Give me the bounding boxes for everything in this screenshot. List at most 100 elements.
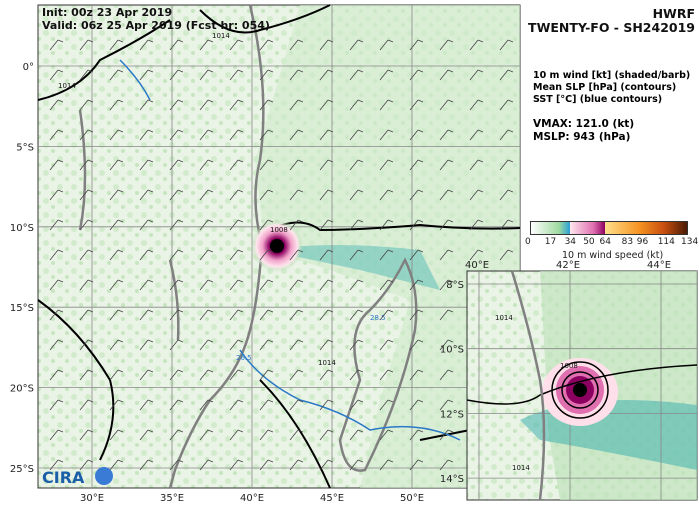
wind-barb: [49, 339, 64, 351]
wind-barb: [139, 429, 154, 441]
lon-label: 35°E: [160, 493, 184, 504]
wind-barb: [409, 219, 424, 231]
wind-barb: [319, 279, 334, 291]
lat-label: 10°S: [10, 223, 34, 234]
wind-barb: [79, 429, 94, 441]
init-time: Init: 00z 23 Apr 2019: [42, 6, 173, 19]
wind-barb: [49, 309, 64, 321]
wind-barb: [169, 69, 184, 81]
wind-barb: [109, 69, 124, 81]
legend-fields: 10 m wind [kt] (shaded/barb) Mean SLP [h…: [533, 70, 690, 106]
lat-label: 20°S: [10, 384, 34, 395]
inset-lat-label: 14°S: [440, 474, 464, 485]
wind-barb: [49, 459, 64, 471]
contour-label: 1014: [512, 464, 530, 472]
wind-barb: [109, 459, 124, 471]
wind-barb: [319, 129, 334, 141]
wind-barb: [79, 39, 94, 51]
wind-barb: [349, 429, 364, 441]
lat-label: 0°: [23, 62, 34, 73]
wind-barb: [409, 399, 424, 411]
wind-barb: [319, 249, 334, 261]
wind-barb: [469, 189, 484, 201]
inset-coastline: [510, 270, 546, 501]
wind-barb: [79, 159, 94, 171]
legend-slp: Mean SLP [hPa] (contours): [533, 82, 677, 93]
wind-barb: [199, 129, 214, 141]
wind-barb: [259, 219, 274, 231]
wind-barb: [349, 99, 364, 111]
wind-barb: [229, 219, 244, 231]
inset-lon-label: 44°E: [647, 260, 671, 271]
wind-barb: [379, 129, 394, 141]
wind-barb: [49, 219, 64, 231]
wind-barb: [139, 279, 154, 291]
wind-barb: [139, 369, 154, 381]
wind-barb: [409, 309, 424, 321]
wind-barb: [49, 129, 64, 141]
storm-name: TWENTY-FO - SH242019: [528, 20, 695, 35]
wind-barb: [439, 39, 454, 51]
wind-barb: [109, 399, 124, 411]
contour-label: 1008: [270, 226, 288, 234]
wind-barb: [199, 399, 214, 411]
wind-barbs: [49, 39, 514, 471]
wind-barb: [349, 339, 364, 351]
wind-barb: [169, 159, 184, 171]
contour-label: 1008: [560, 362, 578, 370]
wind-barb: [499, 69, 514, 81]
wind-barb: [229, 399, 244, 411]
wind-barb: [109, 309, 124, 321]
wind-barb: [259, 399, 274, 411]
lat-label: 25°S: [10, 464, 34, 475]
wind-barb: [49, 99, 64, 111]
colorbar-tick: 64: [599, 237, 611, 247]
wind-barb: [289, 129, 304, 141]
wind-barb: [409, 279, 424, 291]
wind-barb: [439, 429, 454, 441]
cira-logo: CIRA: [42, 467, 113, 487]
wind-barb: [259, 99, 274, 111]
wind-barb: [289, 69, 304, 81]
wind-barb: [49, 279, 64, 291]
sst-label: 28.5: [370, 314, 386, 322]
wind-barb: [139, 219, 154, 231]
inset-lat-label: 8°S: [446, 280, 464, 291]
wind-barb: [79, 99, 94, 111]
wind-barb: [439, 219, 454, 231]
wind-barb: [109, 369, 124, 381]
wind-barb: [199, 369, 214, 381]
legend-wind: 10 m wind [kt] (shaded/barb): [533, 70, 691, 81]
wind-barb: [199, 39, 214, 51]
wind-barb: [79, 309, 94, 321]
wind-barb: [289, 279, 304, 291]
colorbar-tick: 0: [525, 237, 531, 247]
wind-barb: [79, 129, 94, 141]
wind-barb: [229, 339, 244, 351]
wind-barb: [49, 69, 64, 81]
svg-text:CIRA: CIRA: [42, 468, 85, 487]
wind-barb: [139, 129, 154, 141]
lat-label: 5°S: [16, 142, 34, 153]
colorbar-label: 10 m wind speed (kt): [562, 250, 664, 261]
wind-barb: [349, 399, 364, 411]
wind-barb: [439, 399, 454, 411]
wind-barb: [259, 39, 274, 51]
colorbar-tick: 96: [636, 237, 649, 247]
wind-barb: [199, 279, 214, 291]
wind-barb: [469, 249, 484, 261]
wind-barb: [319, 429, 334, 441]
wind-barb: [439, 339, 454, 351]
wind-barb: [199, 339, 214, 351]
wind-barb: [229, 279, 244, 291]
wind-barb: [499, 189, 514, 201]
wind-barb: [169, 129, 184, 141]
wind-barb: [169, 99, 184, 111]
wind-barb: [379, 399, 394, 411]
wind-barb: [409, 249, 424, 261]
legend-sst: SST [°C] (blue contours): [533, 94, 663, 105]
wind-barb: [259, 69, 274, 81]
wind-barb: [379, 99, 394, 111]
wind-barb: [229, 129, 244, 141]
wind-barb: [379, 219, 394, 231]
